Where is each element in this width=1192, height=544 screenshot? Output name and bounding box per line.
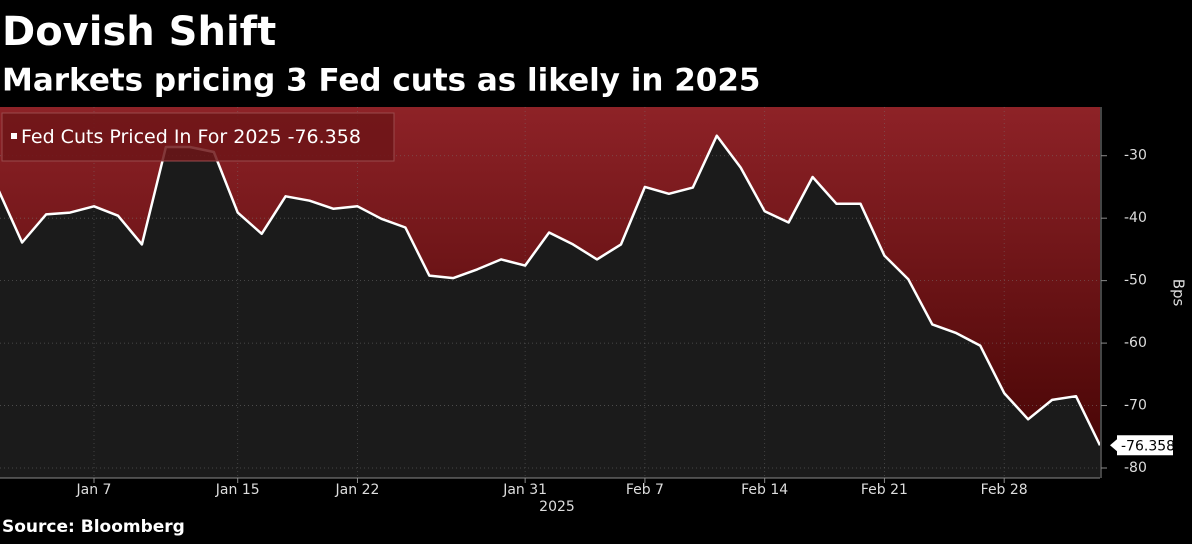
legend: Fed Cuts Priced In For 2025 -76.358 (1, 112, 395, 162)
x-tick-label: Jan 31 (502, 482, 547, 498)
source: Source: Bloomberg (2, 517, 185, 537)
y-tick-label: -70 (1124, 398, 1147, 414)
legend-value: -76.358 (288, 126, 361, 148)
x-tick-label: Feb 28 (981, 482, 1028, 498)
x-tick-label: Feb 21 (861, 482, 908, 498)
last-value-tag (1117, 435, 1173, 456)
x-tick-label: Jan 22 (335, 482, 380, 498)
legend-label: Fed Cuts Priced In For 2025 -76.358 (21, 126, 361, 148)
x-axis-label: 2025 (539, 499, 575, 515)
y-tick-label: -40 (1124, 210, 1147, 226)
legend-name: Fed Cuts Priced In For 2025 (21, 126, 282, 148)
legend-box (1, 112, 395, 162)
chart-subtitle: Markets pricing 3 Fed cuts as likely in … (2, 63, 761, 99)
area-above (0, 107, 1100, 446)
last-value-label: -76.358 (1121, 438, 1175, 454)
last-value-pointer (1110, 439, 1117, 452)
y-tick-label: -50 (1124, 273, 1147, 289)
x-tick-label: Feb 14 (741, 482, 788, 498)
y-axis-label: Bps (1170, 279, 1188, 307)
series-line (0, 134, 1100, 446)
y-tick-label: -30 (1124, 148, 1147, 164)
y-tick-label: -80 (1124, 460, 1147, 476)
chart-title: Dovish Shift (2, 9, 276, 55)
y-tick-label: -60 (1124, 335, 1147, 351)
x-tick-label: Jan 7 (76, 482, 112, 498)
x-tick-label: Jan 15 (215, 482, 260, 498)
x-tick-label: Feb 7 (626, 482, 664, 498)
legend-swatch (11, 133, 17, 139)
plot-area (0, 107, 1100, 478)
overlay: Fed Cuts Priced In For 2025 -76.358 -76.35… (0, 107, 1188, 515)
